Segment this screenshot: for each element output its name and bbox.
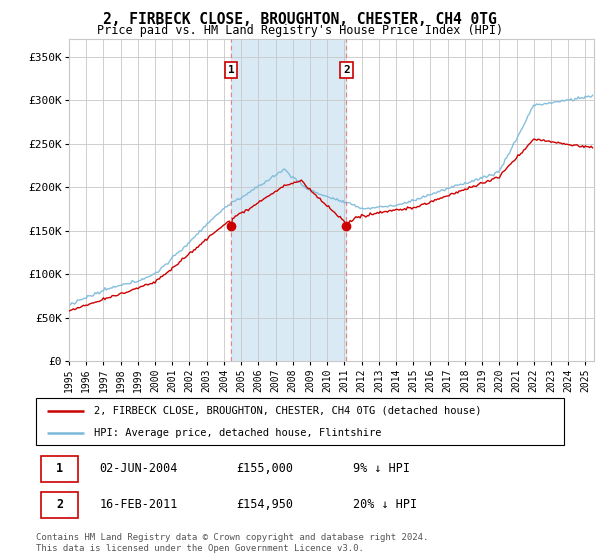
Text: Contains HM Land Registry data © Crown copyright and database right 2024.
This d: Contains HM Land Registry data © Crown c…	[36, 533, 428, 553]
Text: 2: 2	[56, 498, 64, 511]
Text: Price paid vs. HM Land Registry's House Price Index (HPI): Price paid vs. HM Land Registry's House …	[97, 24, 503, 37]
Text: £154,950: £154,950	[236, 498, 293, 511]
Text: 1: 1	[228, 65, 235, 75]
Text: £155,000: £155,000	[236, 463, 293, 475]
FancyBboxPatch shape	[41, 455, 78, 482]
Text: 2: 2	[343, 65, 350, 75]
Text: 2, FIRBECK CLOSE, BROUGHTON, CHESTER, CH4 0TG (detached house): 2, FIRBECK CLOSE, BROUGHTON, CHESTER, CH…	[94, 406, 482, 416]
Text: HPI: Average price, detached house, Flintshire: HPI: Average price, detached house, Flin…	[94, 428, 382, 438]
Text: 2, FIRBECK CLOSE, BROUGHTON, CHESTER, CH4 0TG: 2, FIRBECK CLOSE, BROUGHTON, CHESTER, CH…	[103, 12, 497, 27]
FancyBboxPatch shape	[41, 492, 78, 518]
FancyBboxPatch shape	[36, 398, 564, 445]
Text: 02-JUN-2004: 02-JUN-2004	[100, 463, 178, 475]
Text: 9% ↓ HPI: 9% ↓ HPI	[353, 463, 410, 475]
Text: 20% ↓ HPI: 20% ↓ HPI	[353, 498, 417, 511]
Text: 1: 1	[56, 463, 64, 475]
Text: 16-FEB-2011: 16-FEB-2011	[100, 498, 178, 511]
Bar	[231, 39, 346, 361]
